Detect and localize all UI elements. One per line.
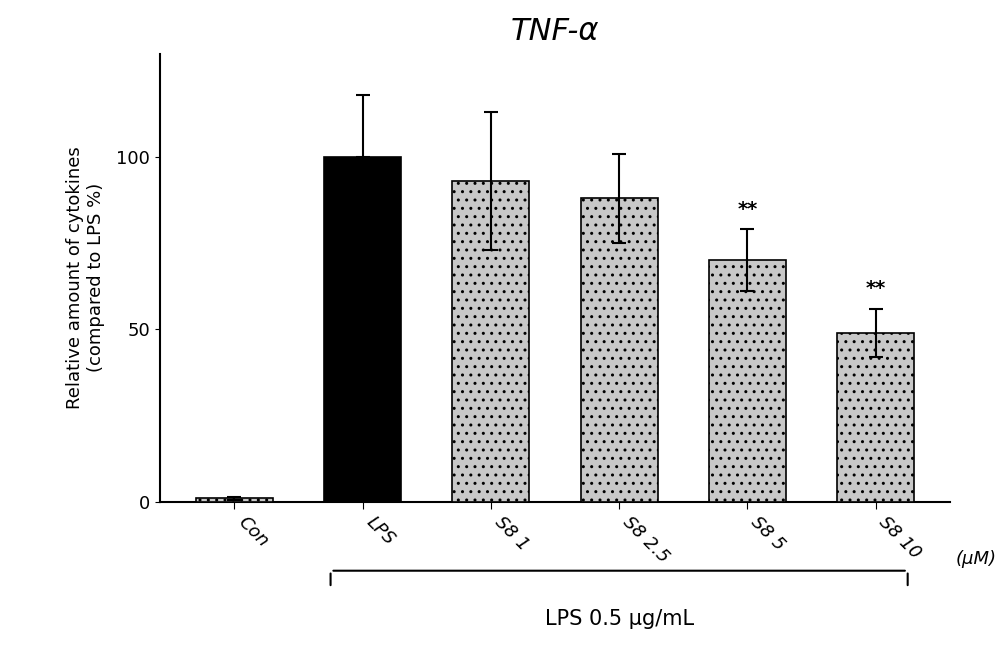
Bar [581, 198, 658, 502]
Bar [709, 260, 786, 502]
Text: (μM): (μM) [955, 550, 996, 568]
Bar [837, 332, 914, 502]
Title: TNF-α: TNF-α [511, 17, 599, 45]
Y-axis label: Relative amount of cytokines
(compared to LPS %): Relative amount of cytokines (compared t… [66, 147, 105, 409]
Bar [324, 157, 401, 502]
Text: LPS 0.5 μg/mL: LPS 0.5 μg/mL [545, 609, 694, 629]
Text: **: ** [737, 200, 757, 219]
Text: **: ** [865, 280, 886, 298]
Bar [452, 181, 529, 502]
Bar [196, 498, 273, 502]
